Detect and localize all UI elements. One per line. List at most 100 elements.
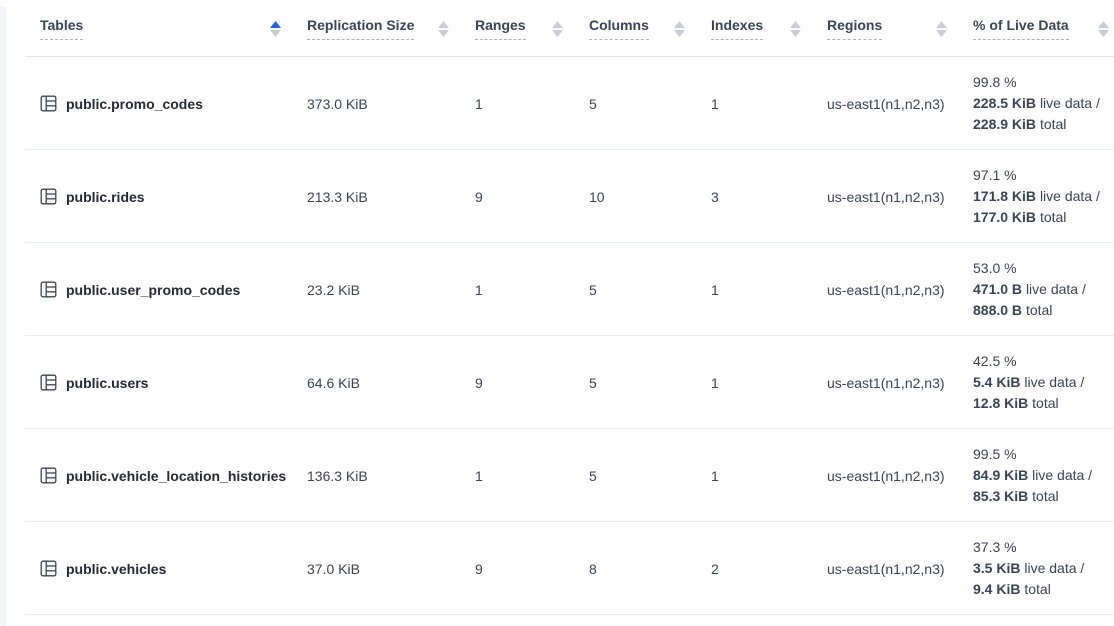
- columns-cell: 8: [589, 560, 597, 577]
- live-data-size: 228.5 KiB live data /: [973, 95, 1100, 111]
- ranges-cell: 9: [475, 188, 483, 205]
- column-header-tables[interactable]: Tables: [40, 0, 307, 57]
- live-data-percent: 99.8 %: [973, 74, 1017, 90]
- live-data-cell: 37.3 % 3.5 KiB live data / 9.4 KiB total: [973, 522, 1114, 615]
- ranges-cell: 1: [475, 281, 483, 298]
- total-data-size: 228.9 KiB total: [973, 116, 1067, 132]
- column-header-regions[interactable]: Regions: [827, 0, 973, 57]
- live-data-cell: 99.8 % 228.5 KiB live data / 228.9 KiB t…: [973, 57, 1114, 150]
- live-data-size: 5.4 KiB live data /: [973, 374, 1085, 390]
- ranges-cell: 1: [475, 95, 483, 112]
- sort-arrows-icon[interactable]: [674, 20, 685, 37]
- regions-cell: us-east1(n1,n2,n3): [827, 467, 945, 484]
- columns-cell: 5: [589, 374, 597, 391]
- ranges-cell: 9: [475, 374, 483, 391]
- table-icon: [40, 281, 57, 298]
- table-name-cell: public.promo_codes: [40, 57, 307, 150]
- replication-size-cell: 136.3 KiB: [307, 467, 368, 484]
- column-header-label: Regions: [827, 17, 883, 40]
- indexes-cell: 1: [711, 374, 719, 391]
- table-name-link[interactable]: public.users: [66, 374, 149, 391]
- column-header-label: Columns: [589, 17, 649, 40]
- indexes-cell: 1: [711, 467, 719, 484]
- live-data-size: 171.8 KiB live data /: [973, 188, 1100, 204]
- sort-arrows-icon[interactable]: [552, 20, 563, 37]
- sort-arrows-icon[interactable]: [1098, 20, 1109, 37]
- sort-arrows-icon[interactable]: [936, 20, 947, 37]
- total-data-size: 888.0 B total: [973, 302, 1053, 318]
- column-header-replication-size[interactable]: Replication Size: [307, 0, 475, 57]
- live-data-cell: 97.1 % 171.8 KiB live data / 177.0 KiB t…: [973, 150, 1114, 243]
- table-name-link[interactable]: public.promo_codes: [66, 95, 203, 112]
- column-header-indexes[interactable]: Indexes: [711, 0, 827, 57]
- table-row: public.vehicles 37.0 KiB 9 8 2 us-east1(…: [0, 522, 1114, 615]
- table-row: public.user_promo_codes 23.2 KiB 1 5 1 u…: [0, 243, 1114, 336]
- live-data-size: 3.5 KiB live data /: [973, 560, 1085, 576]
- page-left-gutter: [0, 6, 6, 626]
- table-icon: [40, 188, 57, 205]
- table-icon: [40, 560, 57, 577]
- columns-cell: 5: [589, 281, 597, 298]
- table-row: public.vehicle_location_histories 136.3 …: [0, 429, 1114, 522]
- replication-size-cell: 64.6 KiB: [307, 374, 360, 391]
- regions-cell: us-east1(n1,n2,n3): [827, 188, 945, 205]
- columns-cell: 5: [589, 95, 597, 112]
- table-row: public.users 64.6 KiB 9 5 1 us-east1(n1,…: [0, 336, 1114, 429]
- column-header-label: Replication Size: [307, 17, 415, 40]
- indexes-cell: 1: [711, 281, 719, 298]
- column-header-label: Indexes: [711, 17, 764, 40]
- total-data-size: 85.3 KiB total: [973, 488, 1059, 504]
- indexes-cell: 3: [711, 188, 719, 205]
- live-data-percent: 99.5 %: [973, 446, 1017, 462]
- sort-arrows-icon[interactable]: [790, 20, 801, 37]
- column-header-label: Ranges: [475, 17, 526, 40]
- indexes-cell: 1: [711, 95, 719, 112]
- live-data-cell: 42.5 % 5.4 KiB live data / 12.8 KiB tota…: [973, 336, 1114, 429]
- table-name-link[interactable]: public.rides: [66, 188, 145, 205]
- regions-cell: us-east1(n1,n2,n3): [827, 374, 945, 391]
- table-name-cell: public.users: [40, 336, 307, 429]
- live-data-size: 471.0 B live data /: [973, 281, 1086, 297]
- live-data-percent: 97.1 %: [973, 167, 1017, 183]
- live-data-percent: 37.3 %: [973, 539, 1017, 555]
- total-data-size: 9.4 KiB total: [973, 581, 1051, 597]
- ranges-cell: 1: [475, 467, 483, 484]
- replication-size-cell: 213.3 KiB: [307, 188, 368, 205]
- total-data-size: 12.8 KiB total: [973, 395, 1059, 411]
- indexes-cell: 2: [711, 560, 719, 577]
- table-name-cell: public.vehicle_location_histories: [40, 429, 307, 522]
- ranges-cell: 9: [475, 560, 483, 577]
- column-header-ranges[interactable]: Ranges: [475, 0, 589, 57]
- table-name-link[interactable]: public.user_promo_codes: [66, 281, 241, 298]
- table-row: public.promo_codes 373.0 KiB 1 5 1 us-ea…: [0, 57, 1114, 150]
- sort-arrows-icon[interactable]: [270, 20, 281, 37]
- regions-cell: us-east1(n1,n2,n3): [827, 281, 945, 298]
- table-header-row: Tables Replication Size Ranges: [0, 0, 1114, 57]
- table-icon: [40, 95, 57, 112]
- replication-size-cell: 373.0 KiB: [307, 95, 368, 112]
- regions-cell: us-east1(n1,n2,n3): [827, 560, 945, 577]
- column-header-label: % of Live Data: [973, 17, 1069, 40]
- live-data-size: 84.9 KiB live data /: [973, 467, 1093, 483]
- columns-cell: 10: [589, 188, 605, 205]
- live-data-cell: 53.0 % 471.0 B live data / 888.0 B total: [973, 243, 1114, 336]
- table-name-link[interactable]: public.vehicle_location_histories: [66, 467, 287, 484]
- table-body: public.promo_codes 373.0 KiB 1 5 1 us-ea…: [0, 57, 1114, 615]
- column-header-columns[interactable]: Columns: [589, 0, 711, 57]
- replication-size-cell: 37.0 KiB: [307, 560, 360, 577]
- table-name-link[interactable]: public.vehicles: [66, 560, 167, 577]
- total-data-size: 177.0 KiB total: [973, 209, 1067, 225]
- columns-cell: 5: [589, 467, 597, 484]
- replication-size-cell: 23.2 KiB: [307, 281, 360, 298]
- live-data-percent: 42.5 %: [973, 353, 1017, 369]
- table-icon: [40, 374, 57, 391]
- column-header-label: Tables: [40, 17, 84, 40]
- table-name-cell: public.vehicles: [40, 522, 307, 615]
- table-name-cell: public.rides: [40, 150, 307, 243]
- sort-arrows-icon[interactable]: [438, 20, 449, 37]
- regions-cell: us-east1(n1,n2,n3): [827, 95, 945, 112]
- table-name-cell: public.user_promo_codes: [40, 243, 307, 336]
- column-header-live-data[interactable]: % of Live Data: [973, 0, 1114, 57]
